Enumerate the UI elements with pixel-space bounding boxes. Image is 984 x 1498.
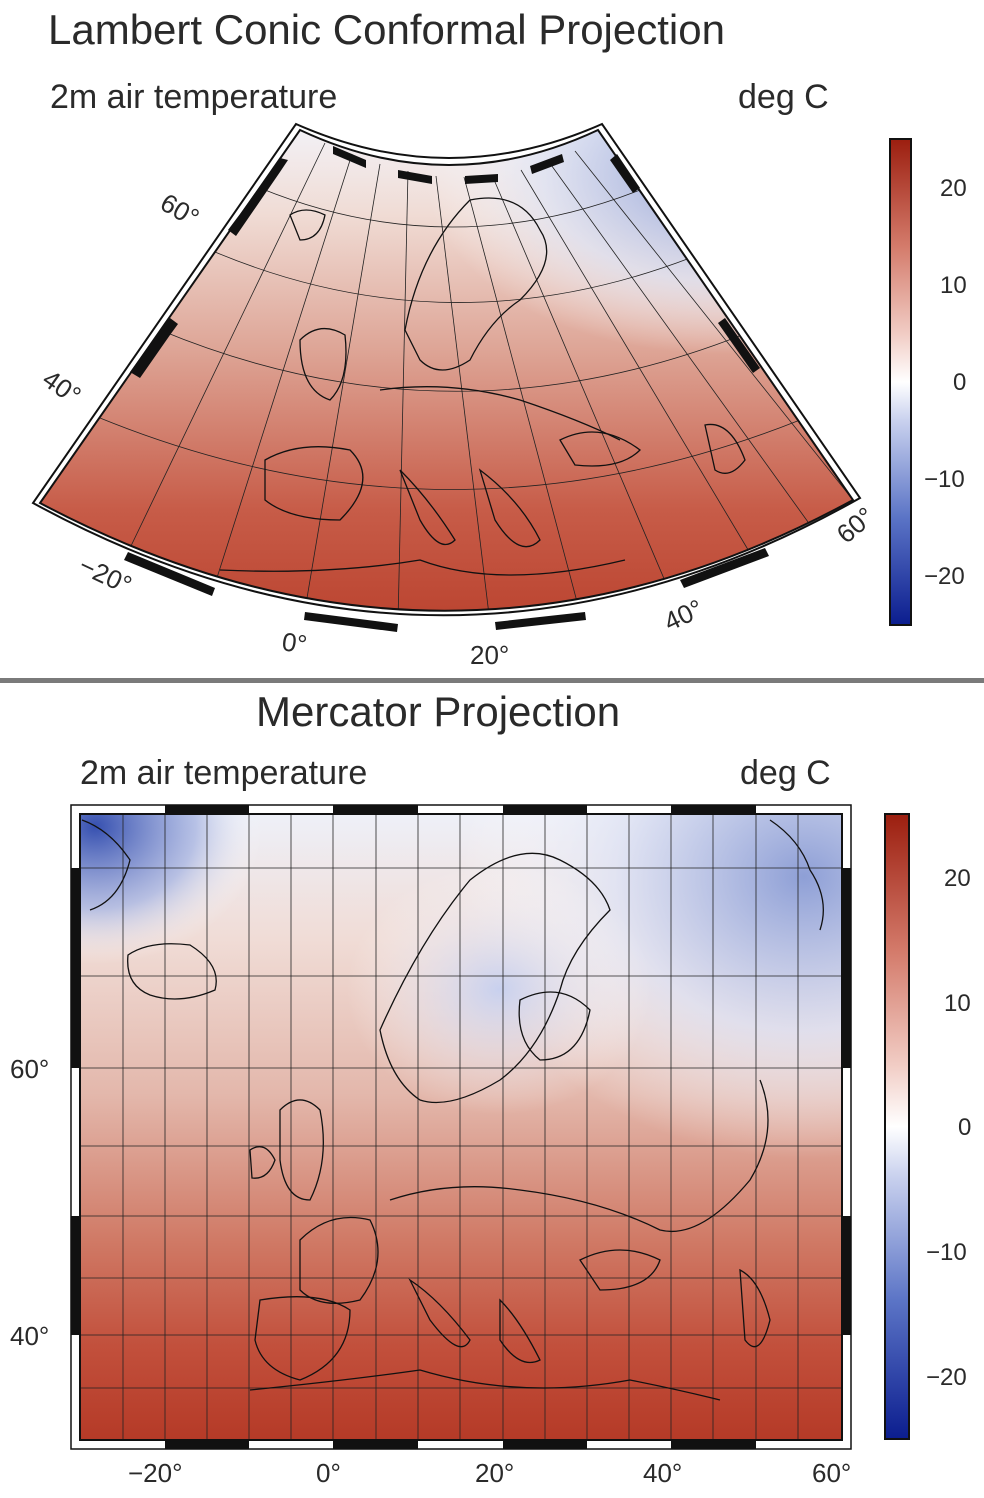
lambert-variable-label: 2m air temperature (50, 78, 338, 116)
mercator-lon-label-40: 40° (643, 1458, 683, 1488)
mercator-colorbar-tick-0: 0 (958, 1114, 972, 1141)
mercator-lat-label-40: 40° (10, 1321, 50, 1351)
mercator-variable-label: 2m air temperature (80, 754, 368, 792)
mercator-title: Mercator Projection (256, 688, 621, 735)
mercator-units-label: deg C (740, 754, 831, 792)
mercator-colorbar (884, 813, 910, 1440)
mercator-colorbar-tick-10: 10 (944, 990, 971, 1017)
lambert-coastlines (219, 197, 746, 576)
panel-divider (0, 678, 984, 683)
mercator-frame-ticks (71, 805, 851, 1449)
lambert-colorbar-tick-10: 10 (940, 272, 967, 299)
mercator-lon-label-minus20: −20° (128, 1458, 183, 1488)
lambert-frame-ticks (124, 146, 769, 632)
mercator-frame (79, 813, 843, 1441)
lambert-units-label: deg C (738, 78, 829, 116)
mercator-lon-label-20: 20° (475, 1458, 515, 1488)
mercator-colorbar-tick-minus20: −20 (926, 1364, 967, 1391)
lambert-colorbar-tick-20: 20 (940, 175, 967, 202)
mercator-lon-label-60: 60° (812, 1458, 852, 1488)
mercator-graticule (80, 814, 842, 1440)
mercator-coastlines (81, 819, 824, 1401)
lambert-colorbar-tick-0: 0 (953, 369, 967, 396)
mercator-colorbar-tick-20: 20 (944, 865, 971, 892)
mercator-colorbar-tick-minus10: −10 (926, 1239, 967, 1266)
mercator-lat-label-60: 60° (10, 1054, 50, 1084)
lambert-colorbar (889, 138, 912, 626)
lambert-colorbar-tick-minus20: −20 (924, 563, 965, 590)
lambert-lon-label-20: 20° (470, 640, 510, 670)
lambert-colorbar-tick-minus10: −10 (924, 466, 965, 493)
lambert-frame (38, 128, 855, 612)
mercator-lon-label-0: 0° (316, 1458, 341, 1488)
lambert-title: Lambert Conic Conformal Projection (48, 6, 725, 53)
